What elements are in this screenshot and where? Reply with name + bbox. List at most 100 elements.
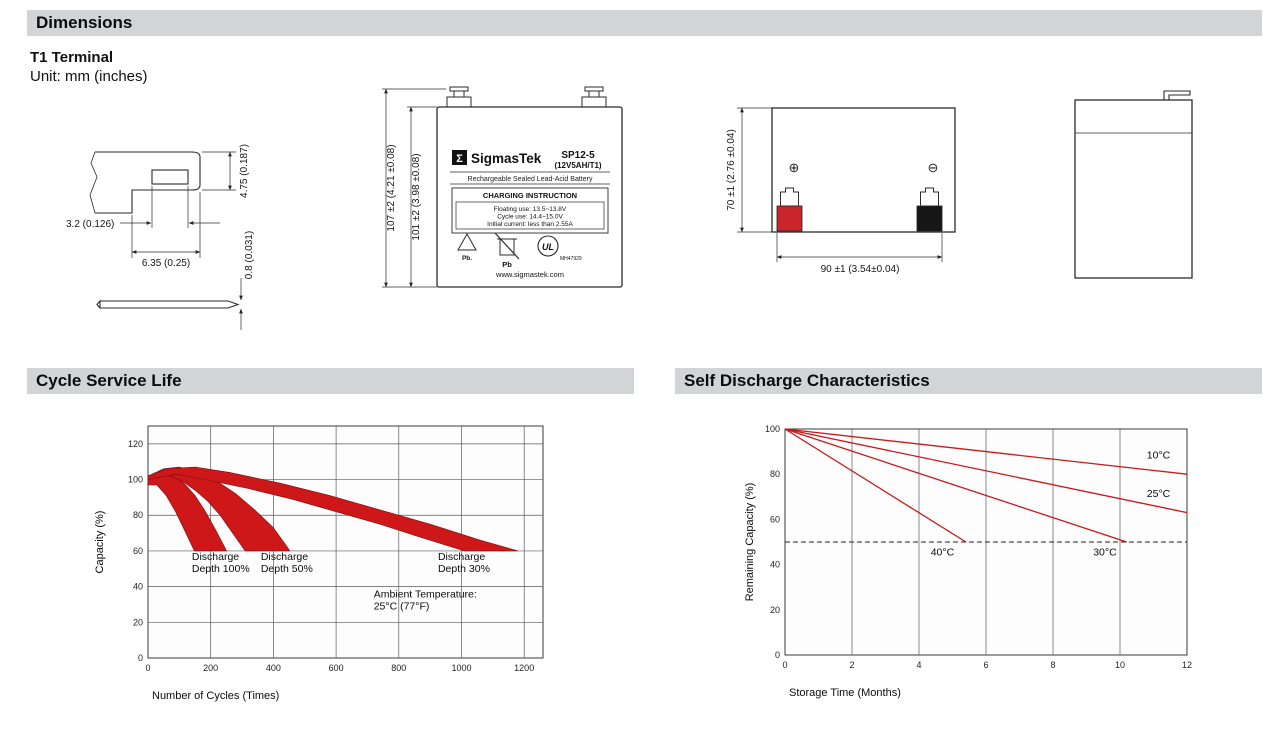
battery-case-side xyxy=(1074,99,1193,279)
positive-terminal-symbol: ⊕ xyxy=(789,160,800,175)
terminal-slot xyxy=(151,169,189,185)
negative-terminal-bracket xyxy=(920,187,939,207)
chart-annotation: 40°C xyxy=(931,547,955,559)
y-tick-label: 60 xyxy=(770,514,780,524)
section-title-dimensions: Dimensions xyxy=(36,13,133,32)
dim-rear-width-label: 90 ±1 (3.54±0.04) xyxy=(821,264,900,275)
ul-code-text: MH47929 xyxy=(560,256,582,262)
x-tick-label: 400 xyxy=(266,663,281,673)
chart-annotation: Discharge xyxy=(261,551,308,563)
charging-line-1: Floating use: 13.5~13.8V xyxy=(494,206,567,213)
self-discharge-chart: 0 2 4 6 8 10 12 0 20 40 60 80 100 Storage Time (Month… xyxy=(740,413,1195,703)
battery-type-text: Rechargeable Sealed Lead-Acid Battery xyxy=(468,176,593,183)
chart-annotation: 10°C xyxy=(1147,449,1171,461)
break-line xyxy=(89,151,98,214)
terminal-side-profile xyxy=(1163,90,1191,100)
dim-terminal-tab-width-label: 6.35 (0.25) xyxy=(142,258,190,269)
y-tick-label: 100 xyxy=(765,424,780,434)
series-line xyxy=(784,428,967,543)
x-tick-label: 8 xyxy=(1050,660,1055,670)
battery-case-front xyxy=(436,106,623,288)
x-tick-label: 2 xyxy=(849,660,854,670)
terminal-type-heading: T1 Terminal xyxy=(30,49,114,66)
terminal-outline xyxy=(95,151,201,214)
series-line xyxy=(784,428,1188,475)
y-tick-label: 120 xyxy=(128,439,143,449)
y-tick-label: 80 xyxy=(770,469,780,479)
chart-annotation: 30°C xyxy=(1093,547,1117,559)
dimension-drawings: 4.75 (0.187) 3.2 (0.126) 6.35 (0.25) 0.8… xyxy=(66,86,1193,330)
chart-annotation: Depth 50% xyxy=(261,563,313,575)
bin-pb-caption: Pb xyxy=(502,260,512,269)
positive-terminal-pad xyxy=(776,205,803,232)
dim-overall-height-label: 107 ±2 (4.21 ±0.08) xyxy=(386,144,397,231)
y-tick-label: 0 xyxy=(775,650,780,660)
cycle-service-life-chart: 0 200 400 600 800 1000 1200 0 20 40 60 80 100 120 Numb… xyxy=(90,410,553,706)
x-axis-label: Number of Cycles (Times) xyxy=(152,690,279,702)
sigmastek-logo-icon xyxy=(452,150,467,165)
terminal-detail-drawing xyxy=(89,151,243,330)
x-tick-label: 0 xyxy=(782,660,787,670)
ul-logo-icon: UL xyxy=(542,242,554,252)
y-tick-label: 20 xyxy=(770,605,780,615)
charging-instruction-box xyxy=(451,187,609,234)
dim-rear-height-label: 70 ±1 (2.76 ±0.04) xyxy=(726,129,737,211)
negative-terminal-pad xyxy=(916,205,943,232)
positive-terminal-bracket xyxy=(780,187,799,207)
website-text: www.sigmastek.com xyxy=(495,270,564,279)
x-tick-label: 600 xyxy=(329,663,344,673)
section-title-cycle-service-life: Cycle Service Life xyxy=(36,371,182,390)
series-line xyxy=(784,428,1127,543)
x-tick-label: 0 xyxy=(145,663,150,673)
x-tick-label: 6 xyxy=(983,660,988,670)
battery-case-rear xyxy=(771,107,956,233)
section-title-self-discharge: Self Discharge Characteristics xyxy=(684,371,930,390)
dim-terminal-slot-width-label: 3.2 (0.126) xyxy=(66,219,114,230)
chart-annotation: Depth 100% xyxy=(192,563,250,575)
x-axis-label: Storage Time (Months) xyxy=(789,687,901,699)
x-tick-label: 1200 xyxy=(514,663,534,673)
y-axis-label: Remaining Capacity (%) xyxy=(744,483,756,602)
unit-note: Unit: mm (inches) xyxy=(30,68,148,85)
dim-case-height-label: 101 ±2 (3.98 ±0.08) xyxy=(411,153,422,240)
series-line xyxy=(784,428,1188,514)
section-header-dimensions: Dimensions xyxy=(27,10,1262,36)
y-axis-label: Capacity (%) xyxy=(94,511,106,574)
charging-line-2: Cycle use: 14.4~15.0V xyxy=(497,214,563,221)
logo-sigma-glyph: Σ xyxy=(456,153,463,165)
chart-annotation: Depth 30% xyxy=(438,563,490,575)
rear-view-drawing: ⊕ ⊖ 70 ±1 (2.76 ±0.04) 90 ±1 (3.54±0.04) xyxy=(726,107,956,275)
x-tick-label: 800 xyxy=(391,663,406,673)
side-view-drawing xyxy=(1074,90,1193,279)
x-tick-label: 200 xyxy=(203,663,218,673)
y-tick-label: 40 xyxy=(770,560,780,570)
section-header-cycle-service-life: Cycle Service Life xyxy=(27,368,634,394)
negative-terminal-symbol: ⊖ xyxy=(928,160,939,175)
terminal-blade-side xyxy=(96,299,240,309)
section-header-self-discharge: Self Discharge Characteristics xyxy=(675,368,1262,394)
dim-terminal-height-label: 4.75 (0.187) xyxy=(239,144,250,198)
y-tick-label: 60 xyxy=(133,546,143,556)
self-discharge-svg: 0 2 4 6 8 10 12 0 20 40 60 80 100 Storage Time (Month… xyxy=(744,424,1192,699)
spec-text: (12V5AH/T1) xyxy=(554,161,601,170)
chart-annotation: Discharge xyxy=(192,551,239,563)
x-tick-label: 1000 xyxy=(451,663,471,673)
recycle-pb-caption: Pb. xyxy=(462,255,472,262)
x-tick-label: 10 xyxy=(1115,660,1125,670)
series-area xyxy=(147,466,518,552)
chart-annotation: Discharge xyxy=(438,551,485,563)
x-tick-label: 12 xyxy=(1182,660,1192,670)
cycle-service-life-svg: 0 200 400 600 800 1000 1200 0 20 40 60 80 100 120 Numb… xyxy=(94,425,544,702)
y-tick-label: 100 xyxy=(128,475,143,485)
chart-annotation: 25°C xyxy=(1147,488,1171,500)
brand-text: SigmasTek xyxy=(471,151,542,166)
terminal-left xyxy=(446,96,472,108)
x-tick-label: 4 xyxy=(916,660,921,670)
chart-annotation: 25°C (77°F) xyxy=(374,600,430,612)
charging-line-3: Initial current: less than 2.55A xyxy=(487,221,573,228)
terminal-right xyxy=(581,96,607,108)
y-tick-label: 40 xyxy=(133,582,143,592)
front-view-drawing: Σ SigmasTek SP12-5 (12V5AH/T1) Rechargea… xyxy=(382,86,623,288)
y-tick-label: 80 xyxy=(133,510,143,520)
